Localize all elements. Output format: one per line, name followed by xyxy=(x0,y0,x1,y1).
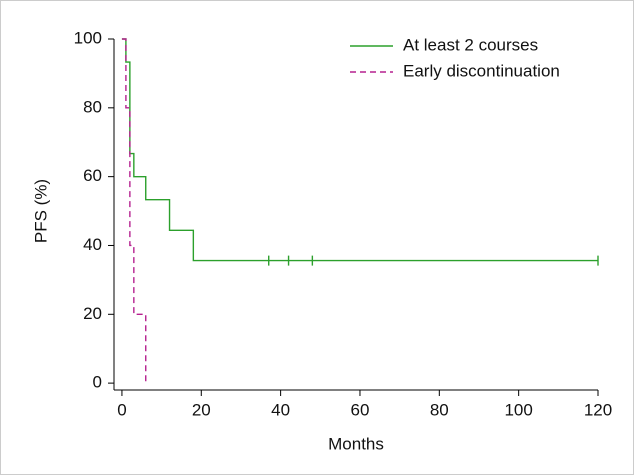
survival-curve xyxy=(121,38,147,384)
y-axis-label: PFS (%) xyxy=(31,179,50,243)
x-tick-label: 40 xyxy=(271,400,290,419)
legend-label: Early discontinuation xyxy=(403,61,560,80)
legend-label: At least 2 courses xyxy=(403,35,538,54)
y-tick-label: 20 xyxy=(83,304,102,323)
y-tick-label: 40 xyxy=(83,235,102,254)
x-tick-label: 80 xyxy=(430,400,449,419)
x-axis-label: Months xyxy=(328,434,384,453)
x-tick-label: 0 xyxy=(117,400,126,419)
y-tick-label: 100 xyxy=(74,28,102,47)
x-tick-label: 100 xyxy=(504,400,532,419)
y-tick-label: 60 xyxy=(83,166,102,185)
x-tick-label: 20 xyxy=(192,400,211,419)
x-tick-label: 120 xyxy=(584,400,612,419)
y-tick-label: 80 xyxy=(83,97,102,116)
y-tick-label: 0 xyxy=(93,373,102,392)
x-tick-label: 60 xyxy=(351,400,370,419)
survival-curve xyxy=(121,38,598,262)
